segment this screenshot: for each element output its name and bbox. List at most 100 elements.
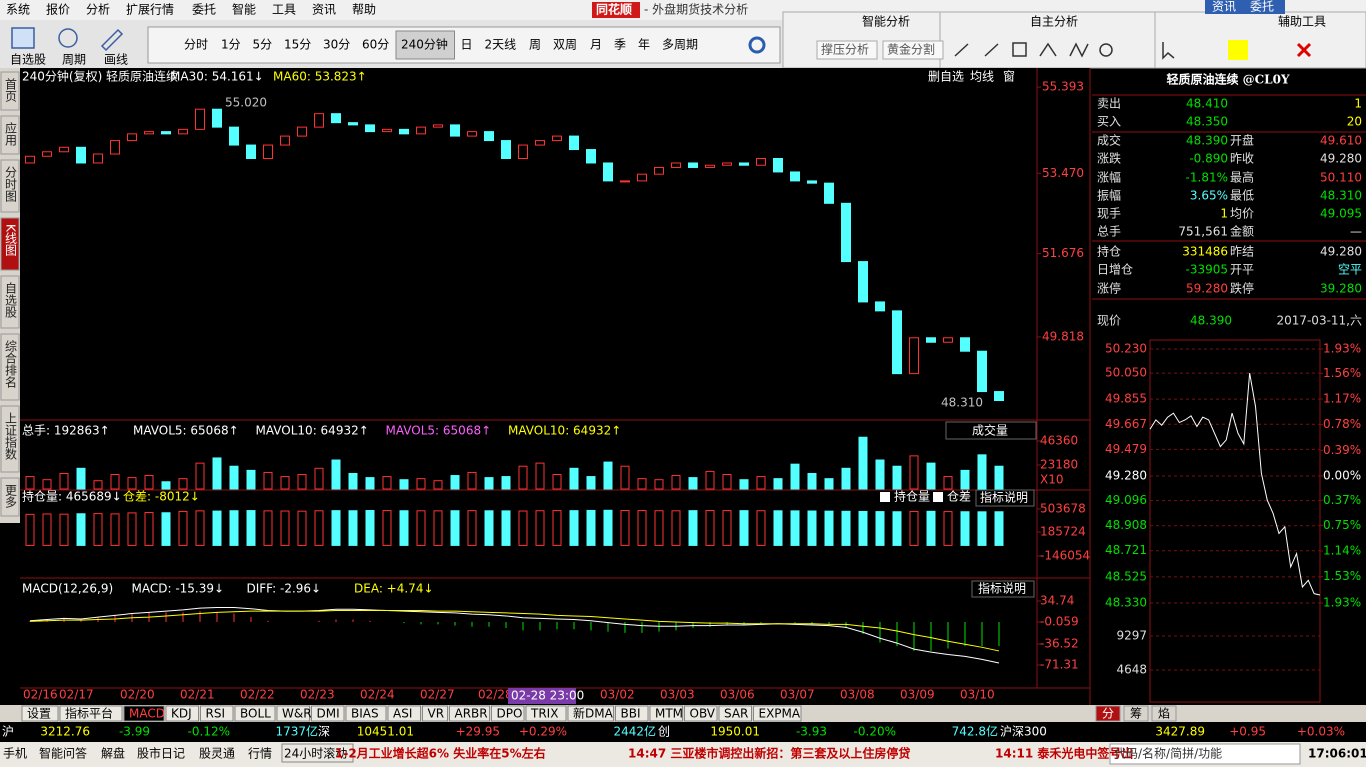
- sidebar-label[interactable]: 更多: [4, 484, 18, 509]
- indicator-tab-label[interactable]: 新DMA: [573, 706, 614, 721]
- menu-item[interactable]: 分析: [86, 3, 110, 17]
- period-button[interactable]: 双周: [553, 38, 577, 52]
- indicator-tab-label[interactable]: BOLL: [240, 707, 271, 721]
- indicator-tab-label[interactable]: ARBR: [455, 707, 488, 721]
- status-link[interactable]: 智能问答: [39, 746, 87, 761]
- side-tab[interactable]: [1151, 705, 1177, 722]
- menu-item[interactable]: 帮助: [352, 3, 376, 17]
- panel-button[interactable]: [882, 40, 944, 60]
- indicator-tab[interactable]: [200, 705, 234, 722]
- help-button-label[interactable]: 指标说明: [978, 581, 1026, 596]
- period-button[interactable]: 60分: [362, 38, 389, 52]
- period-button[interactable]: 240分钟: [401, 37, 448, 52]
- indicator-tab-label[interactable]: SAR: [724, 707, 748, 721]
- menu-item[interactable]: 资讯: [312, 3, 336, 17]
- sidebar-tab[interactable]: [0, 159, 20, 213]
- period-button[interactable]: 30分: [323, 38, 350, 52]
- side-tab-label[interactable]: 筹: [1130, 707, 1142, 721]
- status-link[interactable]: 手机: [3, 747, 27, 761]
- tool-label[interactable]: 自选股: [10, 53, 46, 67]
- side-tab-label[interactable]: 分: [1102, 707, 1114, 721]
- period-button[interactable]: 日: [461, 38, 473, 52]
- sidebar-label[interactable]: 分时图: [4, 166, 18, 202]
- indicator-tab[interactable]: [753, 705, 802, 722]
- status-link[interactable]: 24小时滚动: [284, 746, 347, 761]
- indicator-tab[interactable]: [449, 705, 490, 722]
- help-button[interactable]: [971, 580, 1035, 598]
- indicator-tab-label[interactable]: OBV: [690, 707, 716, 721]
- indicator-tab[interactable]: [21, 705, 59, 722]
- side-tab-label[interactable]: 焰: [1158, 706, 1170, 721]
- menu-item[interactable]: 委托: [192, 3, 216, 17]
- menu-item[interactable]: 扩展行情: [126, 3, 174, 17]
- indicator-tab-label[interactable]: 设置: [27, 707, 51, 721]
- sidebar-tab[interactable]: [0, 217, 20, 271]
- chart-button[interactable]: 均线: [970, 70, 994, 84]
- status-link[interactable]: 股市日记: [137, 746, 185, 761]
- indicator-tab-label[interactable]: VR: [428, 707, 445, 721]
- top-link[interactable]: 资讯: [1212, 0, 1236, 14]
- period-button[interactable]: 多周期: [662, 38, 698, 52]
- side-tab[interactable]: [1123, 705, 1149, 722]
- chart-button[interactable]: 窗: [1003, 70, 1015, 84]
- sidebar-tab[interactable]: [0, 275, 20, 329]
- side-tab[interactable]: [1095, 705, 1121, 722]
- period-button[interactable]: 15分: [284, 38, 311, 52]
- indicator-tab[interactable]: [491, 705, 525, 722]
- indicator-tab-label[interactable]: BIAS: [351, 707, 379, 721]
- sidebar-label[interactable]: 综合排名: [4, 340, 18, 388]
- sidebar-label[interactable]: 上证指数: [4, 412, 18, 461]
- indicator-tab[interactable]: [387, 705, 421, 722]
- menu-item[interactable]: 工具: [272, 3, 296, 17]
- indicator-tab[interactable]: [525, 705, 567, 722]
- indicator-tab[interactable]: [615, 705, 649, 722]
- tool-label[interactable]: 画线: [104, 53, 128, 67]
- indicator-tab[interactable]: [276, 705, 310, 722]
- sidebar-tab[interactable]: [0, 115, 20, 155]
- indicator-tab-label[interactable]: DMI: [317, 707, 340, 721]
- sidebar-label[interactable]: K线图: [4, 224, 18, 256]
- indicator-tab[interactable]: [234, 705, 276, 722]
- menu-item[interactable]: 系统: [6, 3, 30, 17]
- status-link[interactable]: 股灵通: [199, 747, 235, 761]
- news-ticker[interactable]: 14:11 泰禾光电中签号出: [995, 746, 1133, 761]
- indicator-tab-label[interactable]: 指标平台: [65, 706, 113, 721]
- period-button[interactable]: 5分: [253, 38, 273, 52]
- period-button[interactable]: 季: [614, 38, 626, 52]
- news-ticker[interactable]: 14:47 三亚楼市调控出新招：第三套及以上住房停贷: [628, 746, 910, 761]
- indicator-tab[interactable]: [123, 705, 165, 722]
- sidebar-label[interactable]: 首页: [4, 78, 18, 103]
- indicator-tab-label[interactable]: EXPMA: [759, 707, 801, 721]
- sidebar-label[interactable]: 自选股: [4, 282, 18, 319]
- dropdown[interactable]: [945, 421, 1037, 440]
- period-button[interactable]: 2天线: [485, 38, 517, 52]
- indicator-tab[interactable]: [718, 705, 752, 722]
- panel-button[interactable]: [816, 40, 878, 60]
- settings-icon[interactable]: [748, 36, 766, 54]
- indicator-tab[interactable]: [422, 705, 448, 722]
- top-link[interactable]: 委托: [1250, 0, 1274, 14]
- indicator-tab[interactable]: [684, 705, 718, 722]
- indicator-tab-label[interactable]: ASI: [393, 707, 412, 721]
- status-link[interactable]: 解盘: [101, 746, 125, 761]
- period-button[interactable]: 月: [590, 38, 602, 52]
- tool-label[interactable]: 周期: [62, 53, 86, 67]
- indicator-tab[interactable]: [165, 705, 199, 722]
- indicator-tab[interactable]: [649, 705, 683, 722]
- period-button[interactable]: 分时: [184, 38, 208, 52]
- period-button[interactable]: 周: [529, 38, 541, 52]
- sidebar-tab[interactable]: [0, 477, 20, 517]
- indicator-tab-label[interactable]: BBI: [621, 707, 641, 721]
- search-placeholder[interactable]: 代码/名称/简拼/功能: [1114, 746, 1222, 761]
- period-button[interactable]: 年: [638, 38, 650, 52]
- dropdown-label[interactable]: 成交量: [972, 423, 1008, 438]
- sidebar-tab[interactable]: [0, 405, 20, 473]
- sidebar-tab[interactable]: [0, 333, 20, 401]
- indicator-tab-label[interactable]: W&R: [282, 707, 312, 721]
- indicator-tab-label[interactable]: MACD: [129, 707, 165, 721]
- help-button[interactable]: [975, 489, 1035, 507]
- chart-button[interactable]: 删自选: [928, 70, 964, 84]
- period-button[interactable]: 1分: [221, 38, 241, 52]
- indicator-tab[interactable]: [345, 705, 387, 722]
- indicator-tab[interactable]: [311, 705, 345, 722]
